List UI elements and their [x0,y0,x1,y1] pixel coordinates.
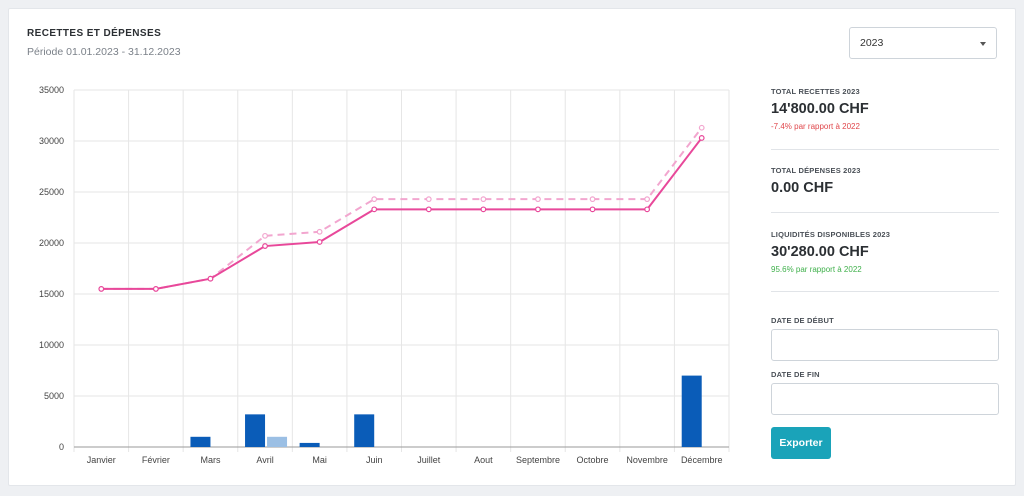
x-tick-label: Février [142,455,170,465]
line-point [425,196,432,203]
year-select[interactable]: 2023 [849,27,997,59]
end-date-input[interactable] [771,383,999,415]
divider [771,291,999,292]
line-point [698,124,705,131]
line-point [98,285,105,292]
y-tick-label: 5000 [44,391,64,401]
line-point [644,196,651,203]
line-point [152,285,159,292]
divider [771,212,999,213]
y-tick-label: 15000 [39,289,64,299]
x-tick-label: Avril [256,455,273,465]
period-subtitle: Période 01.01.2023 - 31.12.2023 [27,46,181,58]
line-point [480,206,487,213]
x-tick-label: Mai [312,455,327,465]
line-point [371,196,378,203]
x-tick-label: Octobre [577,455,609,465]
line-point [698,135,705,141]
line-point [589,206,596,213]
y-tick-label: 25000 [39,187,64,197]
x-tick-label: Septembre [516,455,560,465]
year-select-value: 2023 [860,37,884,49]
line-point [316,228,323,235]
x-tick-label: Juin [366,455,383,465]
total-recettes-value: 14'800.00 CHF [771,101,869,117]
liquidites-label: LIQUIDITÉS DISPONIBLES 2023 [771,230,891,239]
bar [681,375,702,447]
total-recettes-change: -7.4% par rapport à 2022 [771,122,860,131]
x-tick-label: Mars [200,455,220,465]
bar [299,442,320,447]
x-tick-label: Janvier [87,455,116,465]
bar [190,436,211,447]
total-recettes-label: TOTAL RECETTES 2023 [771,87,860,96]
x-tick-label: Juillet [417,455,441,465]
y-tick-label: 30000 [39,136,64,146]
line-point [316,239,323,245]
line-point [425,206,432,213]
y-tick-label: 20000 [39,238,64,248]
liquidites-change: 95.6% par rapport à 2022 [771,265,862,274]
x-tick-label: Aout [474,455,493,465]
chevron-down-icon [980,42,986,46]
y-tick-label: 0 [59,442,64,452]
line-point [644,206,651,213]
total-depenses-value: 0.00 CHF [771,180,834,196]
line-point [207,275,214,282]
card-title: RECETTES ET DÉPENSES [27,28,162,39]
liquidites-value: 30'280.00 CHF [771,244,869,260]
revenue-expense-chart: 0 5000 10000 15000 20000 25000 30000 35000 Janvi… [39,85,730,465]
bar [245,414,266,447]
end-date-label: DATE DE FIN [771,370,820,379]
line-point [371,206,378,213]
y-tick-label: 10000 [39,340,64,350]
divider [771,149,999,150]
y-tick-label: 35000 [39,85,64,95]
bar [354,414,375,447]
line-point [480,196,487,203]
line-point [535,196,541,203]
line-point [262,243,268,249]
series-line [101,137,703,290]
start-date-input[interactable] [771,329,999,361]
export-button[interactable]: Exporter [771,427,831,459]
total-depenses-label: TOTAL DÉPENSES 2023 [771,166,861,175]
x-tick-label: Décembre [681,455,723,465]
recettes-depenses-card: RECETTES ET DÉPENSES Période 01.01.2023 … [8,8,1016,486]
x-tick-label: Novembre [626,455,668,465]
bar [267,436,288,447]
line-point [535,206,541,213]
line-point [589,196,596,203]
start-date-label: DATE DE DÉBUT [771,316,834,325]
line-point [262,232,268,239]
